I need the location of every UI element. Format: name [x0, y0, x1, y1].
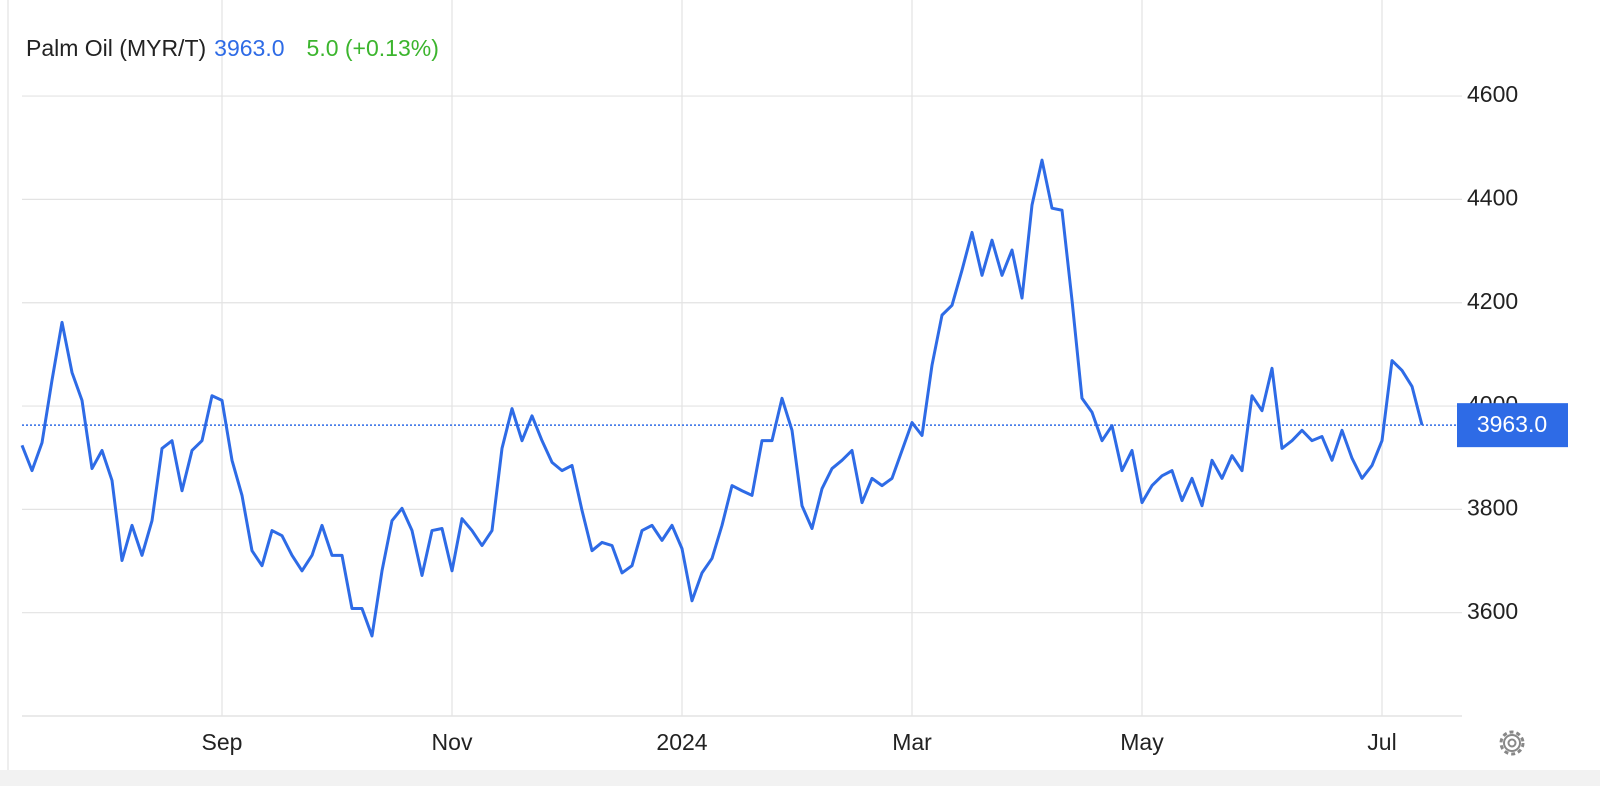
- gear-ring: [1503, 734, 1521, 752]
- bottom-strip: [0, 770, 1600, 786]
- y-tick-label: 4600: [1467, 81, 1518, 107]
- last-price-badge: [1457, 403, 1568, 448]
- x-tick-label: Jul: [1367, 729, 1396, 755]
- price-line: [20, 158, 1424, 638]
- settings-icon[interactable]: [1499, 730, 1525, 756]
- last-price-label: 3963.0: [1477, 411, 1547, 437]
- y-tick-label: 3600: [1467, 598, 1518, 624]
- price: 3963.0: [214, 35, 284, 61]
- gear-teeth: [1499, 730, 1525, 756]
- chart-title: Palm Oil (MYR/T): [26, 35, 206, 61]
- plot: 360038004000420044004600SepNov2024MarMay…: [20, 0, 1568, 755]
- y-tick-label: 4400: [1467, 184, 1518, 210]
- y-tick-label: 3800: [1467, 494, 1518, 520]
- x-tick-label: May: [1120, 729, 1164, 755]
- x-tick-label: Sep: [202, 729, 243, 755]
- y-tick-label: 4200: [1467, 288, 1518, 314]
- x-tick-label: Mar: [892, 729, 932, 755]
- x-tick-label: 2024: [656, 729, 707, 755]
- gear-hub: [1507, 738, 1517, 748]
- x-tick-label: Nov: [432, 729, 473, 755]
- change: 5.0 (+0.13%): [307, 35, 439, 61]
